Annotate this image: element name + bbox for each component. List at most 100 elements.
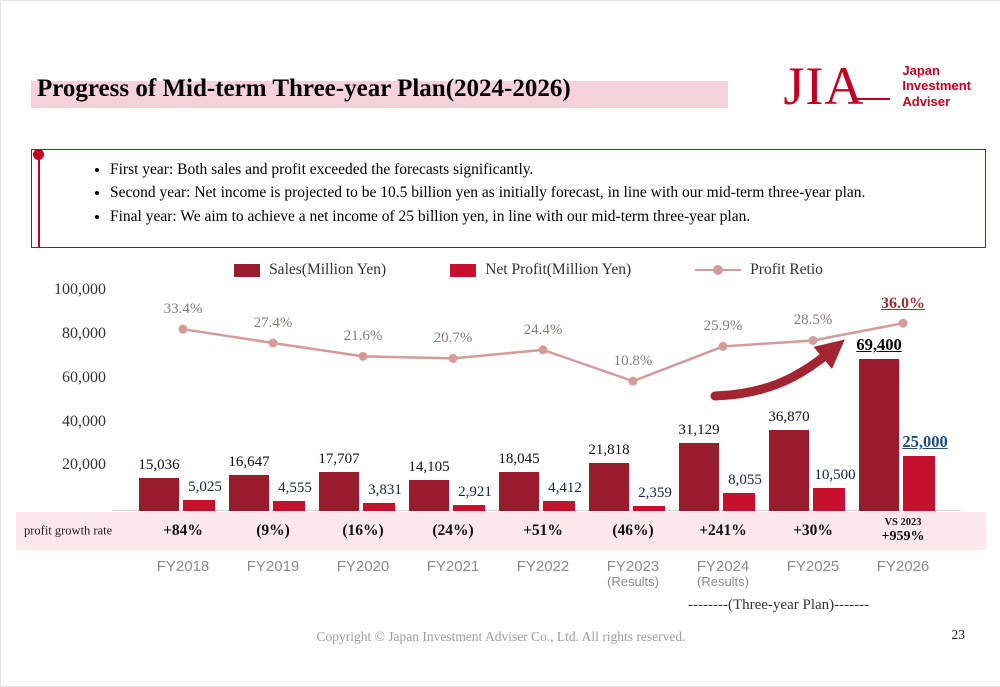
sales-bar [139,478,179,511]
net-profit-value-label: 8,055 [728,472,762,489]
y-axis-tick: 60,000 [62,368,106,386]
sales-value-label: 36,870 [768,409,810,426]
jia-logo-mark: JIA [783,59,890,113]
legend-item-sales: Sales(Million Yen) [234,261,386,279]
legend-item-profit-ratio: Profit Retio [695,261,823,279]
bullet-item: First year: Both sales and profit exceed… [110,159,955,180]
sales-bar [859,359,899,511]
chart-legend: Sales(Million Yen) Net Profit(Million Ye… [1,261,1000,279]
y-axis-tick: 80,000 [62,325,106,342]
x-axis-label: FY2019 [246,558,300,575]
net-profit-value-label: 3,831 [368,481,402,498]
page-title: Progress of Mid-term Three-year Plan(202… [37,75,571,102]
net-profit-bar [273,501,305,511]
profit-ratio-label: 10.8% [613,353,653,370]
y-axis-tick: 40,000 [62,412,106,430]
growth-rate-value: (16%) [342,522,384,539]
sales-value-label: 16,647 [228,453,270,470]
sales-bar [229,474,269,511]
growth-rate-value: +51% [523,522,563,539]
y-axis-tick: 100,000 [54,281,106,299]
bullet-list: First year: Both sales and profit exceed… [52,159,955,227]
sales-bar [409,480,449,511]
profit-ratio-label: 20.7% [433,330,473,347]
net-profit-value-label: 5,025 [188,479,222,495]
y-axis-tick: 20,000 [62,456,106,474]
net-profit-value-label: 4,412 [548,480,582,497]
sales-bar [319,472,359,511]
net-profit-bar [813,488,845,511]
x-axis-label: FY2022 [516,558,570,575]
sales-value-label: 14,105 [408,459,450,476]
logo-line: Adviser [902,93,951,109]
profit-ratio-label: 28.5% [793,312,833,329]
sales-swatch [234,263,261,277]
chart-plot-area: 100,000 80,000 60,000 40,000 20,000 15,036 5,0… [1,281,1000,512]
sales-bar [499,471,539,511]
growth-rate-value: +241% [699,522,747,539]
sales-value-label: 15,036 [138,457,180,474]
logo-line: Investment [902,78,971,94]
net-profit-value-label: 2,921 [458,483,492,500]
legend-label-net-profit: Net Profit(Million Yen) [485,261,632,278]
profit-ratio-label: 33.4% [163,301,203,318]
page-number: 23 [951,627,966,642]
sales-value-label: 17,707 [318,451,360,468]
net-profit-bar [363,502,395,511]
net-profit-value-label: 10,500 [814,467,856,484]
company-logo: JIA Japan Investment Adviser [783,59,971,113]
growth-rate-value-vs2023: VS 2023 +959% [881,516,925,544]
logo-line: Japan [902,62,940,78]
profit-ratio-label: 24.4% [523,321,563,338]
legend-label-sales: Sales(Million Yen) [269,261,387,278]
x-axis-label: FY2025 [786,558,840,575]
profit-growth-rate-band: profit growth rate +84% (9%) (16%) (24%) +51… [16,512,986,550]
legend-label-profit-ratio: Profit Retio [750,261,823,278]
sales-value-label: 21,818 [588,442,630,459]
profit-ratio-swatch [695,264,742,277]
bullet-item: Second year: Net income is projected to … [110,182,955,203]
callout-accent-line [38,154,40,247]
profit-ratio-label: 25.9% [703,318,743,335]
profit-ratio-label: 36.0% [881,295,925,313]
x-axis-labels: FY2018 FY2019 FY2020 FY2021 FY2022 FY2023 (Res… [1,558,1000,598]
sales-value-label: 69,400 [856,335,902,355]
growth-rate-value: (46%) [612,522,654,539]
x-axis-label: FY2026 [876,558,930,575]
profit-ratio-label: 21.6% [343,328,383,345]
three-year-plan-label: --------(Three-year Plan)------- [688,597,870,613]
title-highlight-band [31,81,728,108]
legend-item-net-profit: Net Profit(Million Yen) [450,261,631,279]
sales-bar [589,463,629,511]
net-profit-bar [183,500,215,511]
bullet-item: Final year: We aim to achieve a net inco… [110,206,955,227]
net-profit-swatch [450,263,477,277]
growth-rate-value: +84% [163,522,203,539]
net-profit-value-label: 4,555 [278,480,312,497]
x-axis-label: FY2021 [426,558,480,575]
sales-value-label: 31,129 [678,421,720,438]
growth-rate-value: (9%) [256,522,290,539]
x-axis-label: FY2020 [336,558,390,575]
profit-ratio-label: 27.4% [253,314,293,331]
net-profit-bar [723,493,755,511]
sales-bar [769,430,809,511]
growth-rate-value: (24%) [432,522,474,539]
sales-value-label: 18,045 [498,450,540,467]
net-profit-bar [633,505,665,511]
summary-callout: First year: Both sales and profit exceed… [31,149,986,248]
x-axis-label: FY2023 (Results) [606,558,660,589]
net-profit-value-label: 2,359 [638,484,672,501]
copyright-notice: Copyright © Japan Investment Adviser Co.… [316,629,686,644]
sales-bar [679,442,719,511]
growth-rate-value: +30% [793,522,833,539]
logo-text: Japan Investment Adviser [902,63,971,110]
net-profit-value-label: 25,000 [902,432,948,452]
net-profit-bar [903,456,935,511]
x-axis-label: FY2018 [156,558,210,575]
net-profit-bar [543,501,575,511]
trend-up-arrow [710,339,845,401]
growth-rate-row-label: profit growth rate [24,523,113,538]
net-profit-bar [453,504,485,511]
